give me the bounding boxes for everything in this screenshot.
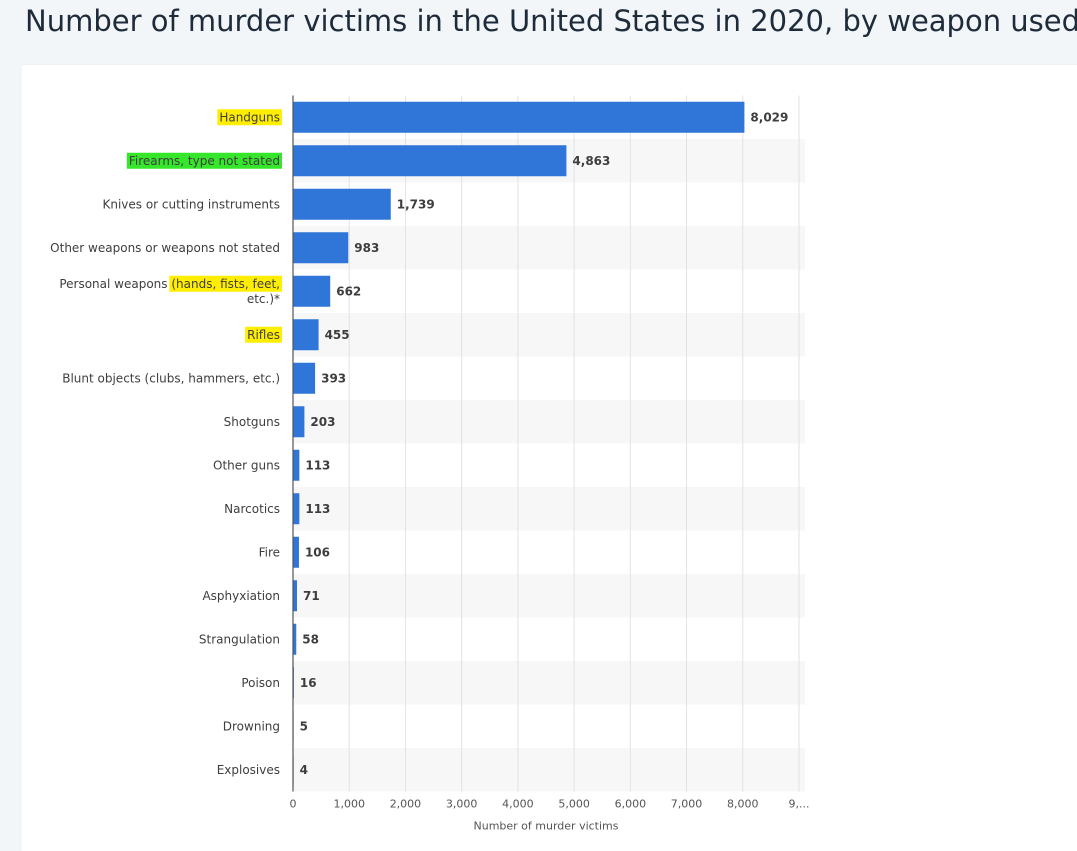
x-axis-title: Number of murder victims [474,820,619,833]
category-label: Other weapons or weapons not stated [50,241,280,255]
bar [293,449,300,481]
category-label: Rifles [247,328,280,342]
category-label-part: Asphyxiation [202,589,280,603]
category-label: Handguns [219,110,280,124]
value-label: 113 [305,502,330,516]
bar [293,493,300,525]
value-label: 1,739 [397,197,435,211]
value-label: 5 [300,719,308,733]
category-label-part: (hands, fists, feet, [171,277,280,291]
row-band [293,400,805,444]
category-label: Drowning [223,719,280,733]
category-label-part: Poison [241,676,280,690]
x-tick-label: 3,000 [446,798,478,811]
category-label-part: Firearms, type not stated [129,154,280,168]
category-label-part: Explosives [217,763,280,777]
category-label: Explosives [217,763,280,777]
value-label: 662 [336,284,361,298]
category-label-part: Rifles [247,328,280,342]
bar [293,406,305,438]
bar [293,188,391,220]
bar [293,319,319,351]
x-tick-label: 7,000 [671,798,703,811]
row-band [293,226,805,270]
category-label-part: Shotguns [224,415,280,429]
row-band [293,661,805,705]
category-label: etc.)* [247,292,280,306]
row-band [293,313,805,357]
category-label: Shotguns [224,415,280,429]
value-label: 113 [305,458,330,472]
x-tick-label: 2,000 [390,798,422,811]
category-label-part: Other guns [213,458,280,472]
bar [293,623,297,655]
category-label: Blunt objects (clubs, hammers, etc.) [62,371,280,385]
category-label-part: Handguns [219,110,280,124]
category-label-part: Fire [259,545,280,559]
page-title: Number of murder victims in the United S… [25,4,1077,38]
value-label: 8,029 [750,110,788,124]
category-label: Poison [241,676,280,690]
category-label: Narcotics [224,502,280,516]
value-label: 106 [305,545,330,559]
row-band [293,748,805,792]
value-label: 983 [354,241,379,255]
bar [293,580,297,612]
x-tick-label: 0 [290,798,297,811]
category-label-part: Narcotics [224,502,280,516]
label-highlight [169,275,282,292]
row-band [293,574,805,618]
category-label-part: Other weapons or weapons not stated [50,241,280,255]
category-label: Other guns [213,458,280,472]
chart-card: 8,029 Handguns 4,863 Firearms, type not sta… [22,64,1077,851]
bar [293,232,349,264]
category-label-part: etc.)* [247,292,280,306]
row-band [293,487,805,531]
value-label: 71 [303,589,320,603]
value-label: 393 [321,371,346,385]
value-label: 455 [325,328,350,342]
category-label: Knives or cutting instruments [102,197,280,211]
category-label: Asphyxiation [202,589,280,603]
value-label: 4 [300,763,308,777]
bar [293,101,745,133]
x-tick-label: 4,000 [502,798,534,811]
x-tick-label: 6,000 [615,798,647,811]
category-label-part: Blunt objects (clubs, hammers, etc.) [62,371,280,385]
category-label: Strangulation [199,632,280,646]
value-label: 16 [300,676,317,690]
x-tick-label: 1,000 [333,798,365,811]
bar [293,275,331,307]
bar-chart: 8,029 Handguns 4,863 Firearms, type not sta… [50,95,810,833]
label-highlight [245,326,282,343]
value-label: 4,863 [572,154,610,168]
bar [293,145,567,177]
category-label: Personal weapons (hands, fists, feet, [59,277,280,291]
x-tick-label: 8,000 [727,798,759,811]
value-label: 58 [302,632,319,646]
category-label: Fire [259,545,280,559]
category-label-part: Personal weapons [59,277,171,291]
label-highlight [126,152,282,169]
value-label: 203 [310,415,335,429]
x-tick-label: 5,000 [558,798,590,811]
category-label-part: Strangulation [199,632,280,646]
bar [293,362,316,394]
category-label-part: Drowning [223,719,280,733]
category-label: Firearms, type not stated [129,154,280,168]
x-tick-label: 9,... [789,798,810,811]
category-label-part: Knives or cutting instruments [102,197,280,211]
label-highlight [217,109,282,126]
bar [293,536,299,568]
